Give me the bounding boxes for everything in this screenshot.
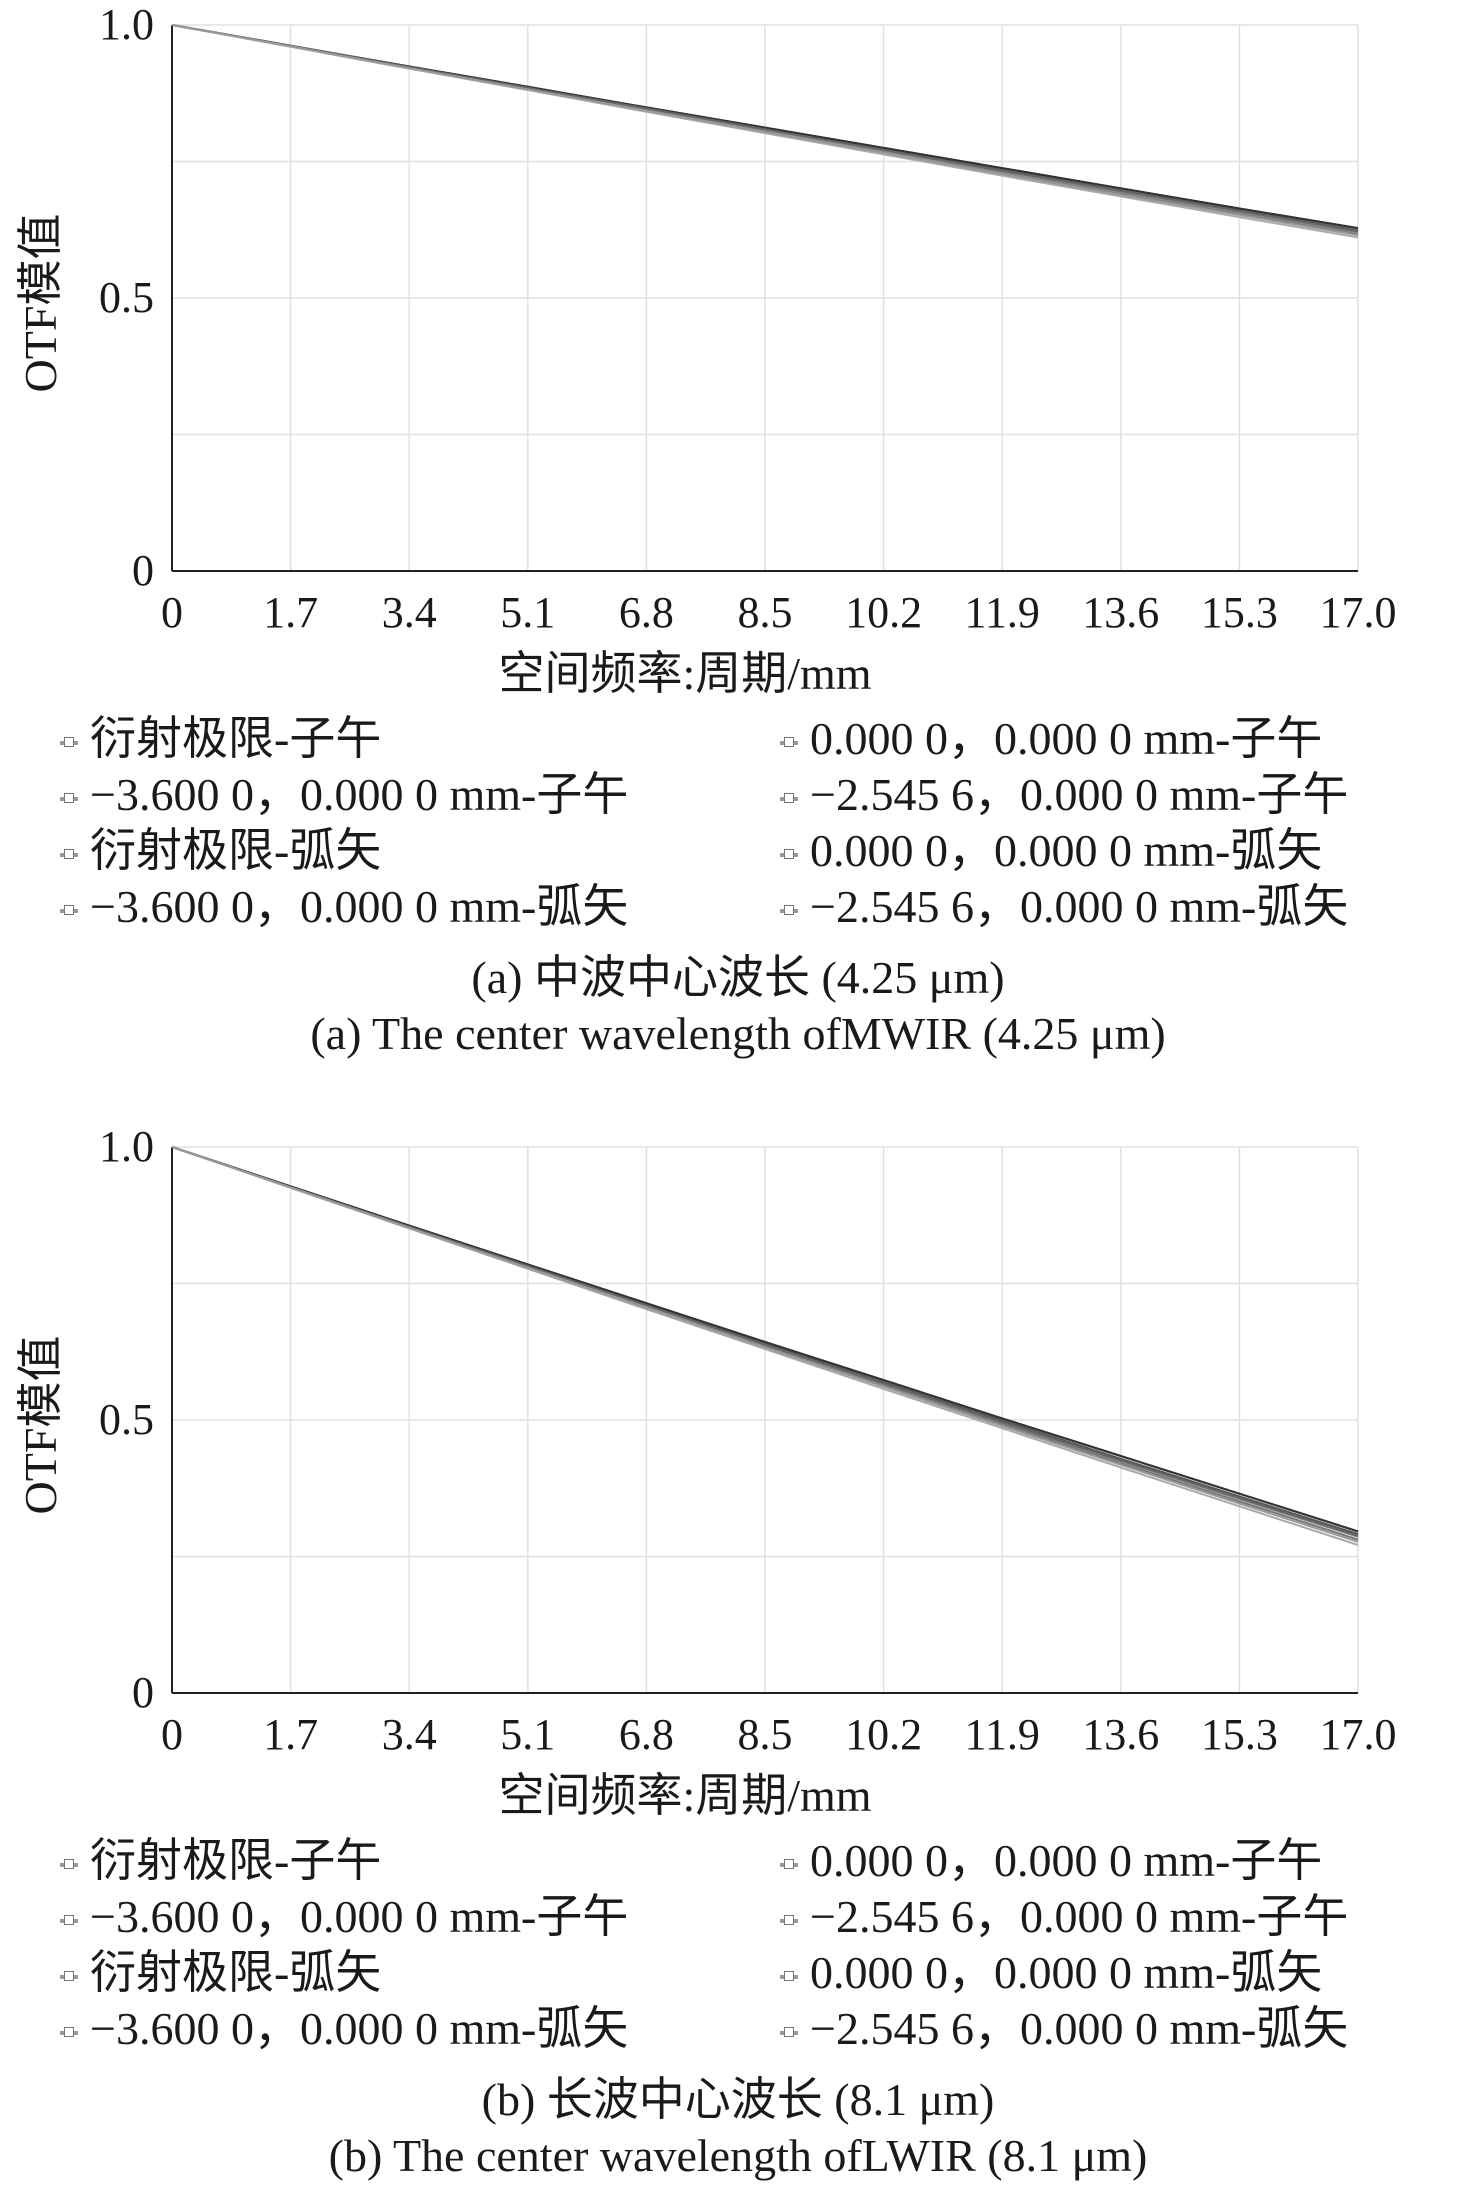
caption-english: (a) The center wavelength ofMWIR (4.25 μ… bbox=[310, 1008, 1166, 1059]
x-axis-label: 空间频率:周期/mm bbox=[498, 1770, 871, 1821]
legend-item: 衍射极限-弧矢 bbox=[60, 1946, 381, 2000]
legend-item: 衍射极限-子午 bbox=[60, 1834, 381, 1888]
y-tick-label: 0.5 bbox=[99, 1395, 154, 1444]
x-tick-label: 1.7 bbox=[263, 588, 318, 637]
x-tick-label: 10.2 bbox=[845, 588, 922, 637]
legend-item: −3.600 0，0.000 0 mm-子午 bbox=[60, 1890, 628, 1944]
x-tick-label: 15.3 bbox=[1201, 1710, 1278, 1759]
legend-item: −2.545 6，0.000 0 mm-子午 bbox=[780, 768, 1348, 822]
y-axis-label: OTF模值 bbox=[15, 1336, 66, 1515]
x-tick-label: 5.1 bbox=[500, 1710, 555, 1759]
x-tick-label: 10.2 bbox=[845, 1710, 922, 1759]
x-tick-label: 8.5 bbox=[738, 1710, 793, 1759]
legend-item: −2.545 6，0.000 0 mm-弧矢 bbox=[780, 2002, 1348, 2056]
x-axis-label: 空间频率:周期/mm bbox=[498, 648, 871, 699]
legend-item: 0.000 0，0.000 0 mm-子午 bbox=[780, 712, 1322, 766]
legend-marker-icon bbox=[60, 1859, 78, 1870]
legend-marker-icon bbox=[780, 737, 798, 748]
x-tick-label: 11.9 bbox=[965, 1710, 1040, 1759]
x-tick-label: 15.3 bbox=[1201, 588, 1278, 637]
legend-item: 衍射极限-子午 bbox=[60, 712, 381, 766]
legend-item: 衍射极限-弧矢 bbox=[60, 824, 381, 878]
legend-marker-icon bbox=[780, 1915, 798, 1926]
y-tick-label: 0 bbox=[132, 546, 154, 595]
x-tick-label: 3.4 bbox=[382, 588, 437, 637]
legend-item: −3.600 0，0.000 0 mm-弧矢 bbox=[60, 880, 628, 934]
series-line-8 bbox=[171, 24, 1359, 237]
legend-item: 0.000 0，0.000 0 mm-弧矢 bbox=[780, 1946, 1322, 2000]
legend-marker-icon bbox=[780, 1859, 798, 1870]
legend-marker-icon bbox=[60, 793, 78, 804]
y-tick-label: 0 bbox=[132, 1668, 154, 1717]
legend-a: 衍射极限-子午 0.000 0，0.000 0 mm-子午 −3.600 0，0… bbox=[60, 700, 1470, 932]
figure-panel-a: 0 1.7 3.4 5.1 6.8 8.5 10.2 11.9 13.6 15.3 17.0 0 0.5… bbox=[0, 0, 1476, 1080]
legend-item: 0.000 0，0.000 0 mm-子午 bbox=[780, 1834, 1322, 1888]
legend-marker-icon bbox=[60, 737, 78, 748]
caption-chinese: (a) 中波中心波长 (4.25 μm) bbox=[471, 952, 1005, 1003]
caption-english: (b) The center wavelength ofLWIR (8.1 μm… bbox=[328, 2130, 1148, 2181]
legend-marker-icon bbox=[60, 905, 78, 916]
x-tick-label: 0 bbox=[161, 1710, 183, 1759]
x-tick-label: 11.9 bbox=[965, 588, 1040, 637]
y-tick-label: 1.0 bbox=[99, 1122, 154, 1171]
caption-chinese: (b) 长波中心波长 (8.1 μm) bbox=[481, 2074, 995, 2125]
legend-marker-icon bbox=[780, 849, 798, 860]
legend-item: −3.600 0，0.000 0 mm-子午 bbox=[60, 768, 628, 822]
x-tick-label: 8.5 bbox=[738, 588, 793, 637]
legend-item: 0.000 0，0.000 0 mm-弧矢 bbox=[780, 824, 1322, 878]
y-axis-label: OTF模值 bbox=[15, 214, 66, 393]
figure-panel-b: 0 1.7 3.4 5.1 6.8 8.5 10.2 11.9 13.6 15.3 17.0 0 0.5… bbox=[0, 1122, 1476, 2202]
x-tick-label: 13.6 bbox=[1082, 588, 1159, 637]
x-tick-label: 3.4 bbox=[382, 1710, 437, 1759]
legend-marker-icon bbox=[60, 1971, 78, 1982]
x-tick-label: 0 bbox=[161, 588, 183, 637]
legend-item: −2.545 6，0.000 0 mm-弧矢 bbox=[780, 880, 1348, 934]
x-tick-label: 6.8 bbox=[619, 1710, 674, 1759]
legend-marker-icon bbox=[780, 793, 798, 804]
otf-chart-b: 0 1.7 3.4 5.1 6.8 8.5 10.2 11.9 13.6 15.3 17.0 0 0.5… bbox=[15, 1122, 1397, 1821]
x-tick-label: 1.7 bbox=[263, 1710, 318, 1759]
y-tick-label: 1.0 bbox=[99, 0, 154, 49]
legend-b: 衍射极限-子午 0.000 0，0.000 0 mm-子午 −3.600 0，0… bbox=[60, 1822, 1470, 2054]
x-tick-label: 17.0 bbox=[1320, 588, 1397, 637]
legend-marker-icon bbox=[780, 905, 798, 916]
otf-chart-a: 0 1.7 3.4 5.1 6.8 8.5 10.2 11.9 13.6 15.3 17.0 0 0.5… bbox=[15, 0, 1397, 699]
legend-item: −3.600 0，0.000 0 mm-弧矢 bbox=[60, 2002, 628, 2056]
x-tick-label: 13.6 bbox=[1082, 1710, 1159, 1759]
legend-marker-icon bbox=[60, 2027, 78, 2038]
series-line-8 bbox=[171, 1146, 1359, 1543]
x-tick-label: 17.0 bbox=[1320, 1710, 1397, 1759]
legend-marker-icon bbox=[60, 1915, 78, 1926]
legend-marker-icon bbox=[780, 1971, 798, 1982]
legend-marker-icon bbox=[60, 849, 78, 860]
legend-marker-icon bbox=[780, 2027, 798, 2038]
x-tick-label: 6.8 bbox=[619, 588, 674, 637]
x-tick-label: 5.1 bbox=[500, 588, 555, 637]
y-tick-label: 0.5 bbox=[99, 273, 154, 322]
legend-item: −2.545 6，0.000 0 mm-子午 bbox=[780, 1890, 1348, 1944]
